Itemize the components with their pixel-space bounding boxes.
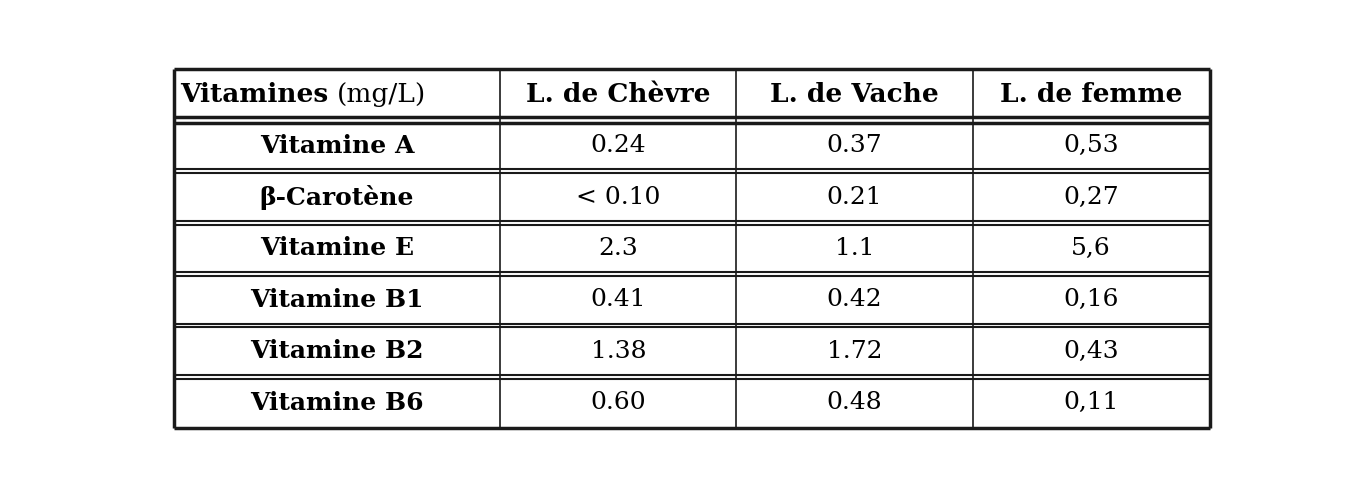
Text: 5,6: 5,6	[1072, 237, 1111, 260]
Text: 1.38: 1.38	[590, 340, 647, 363]
Text: 1.72: 1.72	[826, 340, 883, 363]
Text: 0,16: 0,16	[1064, 288, 1119, 311]
Text: Vitamine B2: Vitamine B2	[250, 339, 424, 363]
Text: 0.37: 0.37	[826, 134, 883, 157]
Text: Vitamine B1: Vitamine B1	[250, 288, 424, 312]
Text: (mg/L): (mg/L)	[338, 82, 427, 107]
Text: 0.60: 0.60	[590, 391, 647, 414]
Text: 0.24: 0.24	[590, 134, 647, 157]
Text: L. de Chèvre: L. de Chèvre	[526, 82, 710, 107]
Text: L. de femme: L. de femme	[1000, 82, 1183, 107]
Text: 0,53: 0,53	[1064, 134, 1119, 157]
Text: 0.21: 0.21	[826, 185, 883, 209]
Text: 0.41: 0.41	[590, 288, 647, 311]
Text: L. de Vache: L. de Vache	[769, 82, 938, 107]
Text: < 0.10: < 0.10	[576, 185, 660, 209]
Text: Vitamine B6: Vitamine B6	[250, 391, 424, 415]
Text: β-Carotène: β-Carotène	[259, 184, 414, 210]
Text: Vitamines: Vitamines	[180, 82, 338, 107]
Text: 0,43: 0,43	[1064, 340, 1119, 363]
Text: Vitamine E: Vitamine E	[261, 237, 414, 260]
Text: 0,11: 0,11	[1064, 391, 1119, 414]
Text: 0.48: 0.48	[826, 391, 883, 414]
Text: 2.3: 2.3	[598, 237, 639, 260]
Text: 0,27: 0,27	[1064, 185, 1119, 209]
Text: 1.1: 1.1	[834, 237, 875, 260]
Text: 0.42: 0.42	[826, 288, 883, 311]
Text: Vitamine A: Vitamine A	[259, 134, 414, 157]
